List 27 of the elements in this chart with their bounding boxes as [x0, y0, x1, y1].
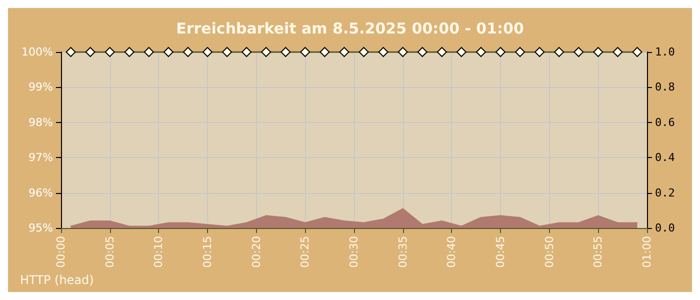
y-tick-label: 96%: [28, 186, 53, 200]
y2-tick-label: 0.2: [655, 186, 675, 200]
x-tick-label: 00:05: [103, 236, 116, 268]
y2-tick-label: 0.0: [655, 222, 675, 234]
y2-tick-label: 0.6: [655, 116, 675, 129]
x-tick-label: 00:50: [542, 236, 556, 268]
x-tick-label: 00:10: [152, 236, 166, 268]
x-tick-label: 00:40: [445, 236, 458, 268]
y2-tick-label: 0.4: [655, 151, 676, 164]
y-tick-label: 100%: [22, 46, 53, 58]
x-tick-label: 00:45: [494, 236, 507, 268]
x-tick-label: 00:35: [396, 236, 410, 268]
y-tick-label: 99%: [28, 80, 53, 94]
x-tick-label: 00:55: [592, 236, 605, 268]
y2-tick-label: 0.8: [655, 80, 675, 94]
x-tick-label: 00:25: [298, 236, 312, 268]
y-tick-label: 98%: [28, 116, 53, 129]
x-tick-label: 00:15: [201, 236, 214, 268]
x-tick-label: 00:00: [54, 236, 68, 268]
y-tick-label: 97%: [28, 151, 53, 164]
x-tick-label: 00:20: [250, 236, 263, 268]
y-tick-label: 95%: [28, 222, 53, 234]
chart-title: Erreichbarkeit am 8.5.2025 00:00 - 01:00: [176, 20, 524, 38]
text: HTTP (head): [20, 273, 94, 287]
x-tick-label: 01:00: [640, 236, 654, 268]
x-tick-label: 00:30: [348, 236, 360, 268]
y2-tick-label: 1.0: [655, 46, 675, 58]
